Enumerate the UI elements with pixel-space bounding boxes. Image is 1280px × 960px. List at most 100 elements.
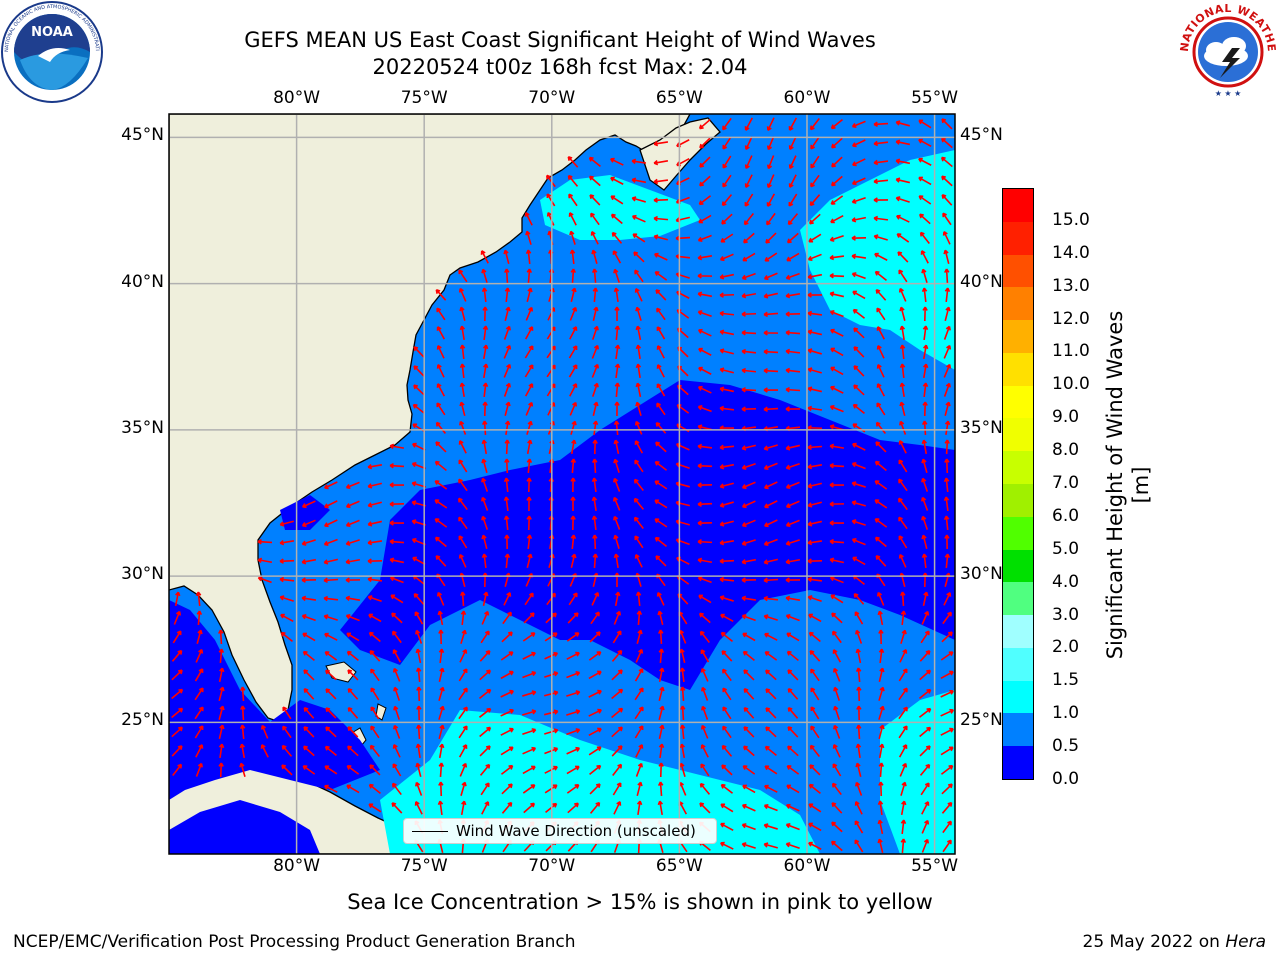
wave-direction-arrow — [588, 156, 601, 168]
wave-direction-arrow — [458, 553, 467, 568]
wave-direction-arrow — [545, 802, 558, 814]
wave-direction-arrow — [544, 690, 559, 697]
wave-direction-arrow — [392, 763, 402, 777]
wave-direction-arrow — [591, 477, 598, 493]
wave-direction-arrow — [345, 500, 360, 509]
wave-direction-arrow — [786, 765, 800, 775]
wave-direction-arrow — [522, 765, 536, 775]
wave-direction-arrow — [612, 630, 622, 644]
wave-direction-arrow — [810, 725, 820, 739]
wave-direction-arrow — [830, 840, 843, 852]
wave-direction-arrow — [785, 500, 800, 509]
wave-direction-arrow — [438, 781, 444, 797]
wave-direction-arrow — [503, 592, 512, 606]
wave-direction-arrow — [413, 384, 425, 396]
lat-tick-right: 40°N — [960, 271, 1003, 292]
wave-direction-arrow — [721, 650, 733, 662]
wave-direction-arrow — [919, 650, 931, 662]
wave-direction-arrow — [367, 482, 382, 489]
wave-direction-arrow — [525, 249, 532, 265]
wave-direction-arrow — [698, 366, 712, 375]
wave-direction-arrow — [279, 520, 294, 527]
colorbar-tick-label: 0.0 — [1052, 769, 1080, 789]
wave-direction-arrow — [367, 501, 382, 508]
wave-direction-arrow — [636, 781, 643, 796]
wave-direction-arrow — [876, 591, 885, 606]
colorbar-tick-label: 7.0 — [1052, 473, 1080, 493]
wave-direction-arrow — [500, 689, 514, 698]
wave-direction-arrow — [679, 686, 686, 702]
wave-direction-arrow — [700, 649, 710, 663]
wave-direction-arrow — [874, 270, 887, 281]
wave-direction-arrow — [943, 325, 951, 340]
wave-direction-arrow — [876, 344, 885, 359]
wave-direction-arrow — [544, 765, 558, 774]
wave-direction-arrow — [720, 613, 734, 622]
wave-direction-arrow — [412, 403, 425, 414]
wave-direction-arrow — [942, 839, 952, 853]
wave-direction-arrow — [829, 443, 845, 450]
wave-direction-arrow — [764, 500, 778, 509]
wave-direction-arrow — [763, 614, 778, 621]
wave-direction-arrow — [239, 762, 246, 777]
wave-direction-arrow — [434, 460, 447, 472]
wave-direction-arrow — [411, 462, 426, 470]
wave-direction-arrow — [568, 345, 578, 359]
wave-direction-arrow — [899, 344, 906, 360]
wave-direction-arrow — [458, 725, 468, 739]
wave-direction-arrow — [610, 213, 623, 225]
wave-direction-arrow — [654, 536, 667, 547]
wave-direction-arrow — [766, 117, 775, 131]
map-frame — [168, 113, 956, 855]
wave-direction-arrow — [898, 668, 908, 682]
wave-direction-arrow — [897, 497, 908, 511]
wave-direction-arrow — [898, 269, 908, 283]
wave-direction-arrow — [566, 651, 580, 660]
wave-direction-arrow — [610, 195, 624, 205]
wave-direction-arrow — [807, 482, 822, 489]
wave-direction-arrow — [436, 402, 446, 416]
wave-direction-arrow — [763, 577, 779, 584]
wave-direction-arrow — [658, 705, 665, 720]
wave-direction-arrow — [653, 159, 669, 166]
wave-direction-arrow — [785, 463, 800, 470]
wave-direction-arrow — [698, 214, 712, 224]
wave-direction-arrow — [611, 707, 624, 719]
wave-direction-arrow — [481, 420, 488, 436]
wave-direction-arrow — [500, 764, 514, 775]
wave-direction-arrow — [942, 230, 951, 245]
wave-direction-arrow — [855, 667, 862, 683]
wave-direction-arrow — [346, 765, 360, 775]
wave-direction-arrow — [785, 614, 800, 622]
wave-direction-arrow — [829, 575, 844, 584]
wave-direction-arrow — [700, 763, 710, 777]
wave-direction-arrow — [810, 136, 820, 150]
wave-direction-arrow — [612, 496, 621, 511]
wave-direction-arrow — [588, 689, 602, 698]
wave-direction-arrow — [633, 497, 645, 510]
wave-direction-arrow — [785, 386, 801, 393]
wave-direction-arrow — [878, 724, 885, 739]
wave-direction-arrow — [345, 595, 361, 602]
wave-direction-arrow — [588, 727, 602, 737]
wave-direction-arrow — [763, 368, 779, 374]
wave-direction-arrow — [481, 610, 490, 625]
lon-tick-bottom: 55°W — [911, 856, 959, 876]
wave-direction-arrow — [787, 687, 799, 700]
wave-direction-arrow — [482, 382, 489, 398]
wave-direction-arrow — [345, 558, 361, 565]
wave-direction-arrow — [569, 383, 578, 397]
wave-direction-arrow — [785, 519, 800, 528]
wave-direction-arrow — [899, 401, 906, 416]
wave-direction-arrow — [613, 801, 622, 815]
wave-direction-arrow — [787, 213, 799, 226]
credit-host: Hera — [1225, 932, 1266, 952]
wave-direction-arrow — [239, 743, 246, 759]
wave-direction-arrow — [873, 140, 889, 147]
wave-direction-arrow — [347, 669, 359, 681]
wave-direction-arrow — [699, 137, 711, 149]
wave-direction-arrow — [944, 458, 950, 474]
wave-direction-arrow — [346, 784, 360, 794]
wave-direction-arrow — [943, 477, 950, 493]
wave-direction-arrow — [171, 726, 183, 738]
